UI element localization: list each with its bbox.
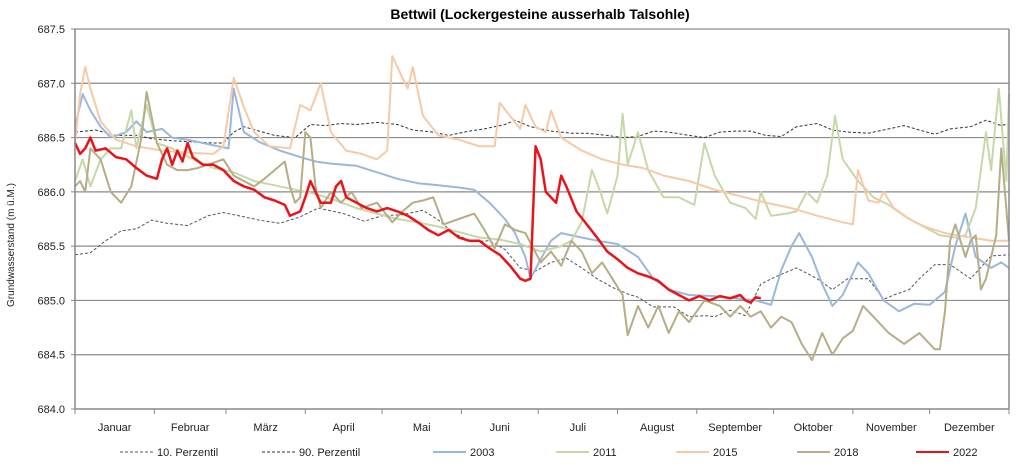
series-line-90-perzentil xyxy=(74,119,1010,144)
grid xyxy=(75,28,1009,356)
series-line-2022 xyxy=(73,136,762,304)
legend-label: 2011 xyxy=(593,447,617,459)
series-line-2003 xyxy=(74,87,1010,313)
y-tick-label: 687.5 xyxy=(37,24,65,36)
legend-label: 10. Perzentil xyxy=(157,447,218,459)
y-tick-label: 684.0 xyxy=(37,404,65,416)
y-tick-label: 684.5 xyxy=(37,350,65,362)
legend-label: 2015 xyxy=(713,447,737,459)
y-tick-label: 687.0 xyxy=(37,78,65,90)
axes xyxy=(74,29,1010,410)
x-ticks: Januar Februar März April Mai Juni Juli August S… xyxy=(74,409,1010,434)
series-line-2015 xyxy=(74,55,1009,242)
x-tick-label: Mai xyxy=(413,422,431,434)
legend-label: 2018 xyxy=(834,447,858,459)
series-line-10-perzentil xyxy=(74,207,1010,318)
x-tick-label: März xyxy=(253,422,277,434)
y-tick-label: 686.0 xyxy=(37,187,65,199)
x-tick-label: Oktober xyxy=(794,422,833,434)
y-axis-label: Grundwasserstand (m ü.M.) xyxy=(6,183,17,307)
chart-title: Bettwil (Lockergesteine ausserhalb Talso… xyxy=(390,6,689,22)
x-tick-label: Januar xyxy=(98,422,132,434)
legend-label: 90. Perzentil xyxy=(299,447,360,459)
legend-label: 2003 xyxy=(470,447,494,459)
y-tick-label: 685.0 xyxy=(37,295,65,307)
legend-label: 2022 xyxy=(953,447,977,459)
legend: 10. Perzentil 90. Perzentil 2003 2011 2015 20… xyxy=(120,447,977,459)
y-tick-label: 686.5 xyxy=(37,133,65,145)
x-tick-label: September xyxy=(708,422,762,434)
y-tick-label: 685.5 xyxy=(37,241,65,253)
series-layer xyxy=(73,55,1010,362)
x-tick-label: Juni xyxy=(490,422,510,434)
series-line-2018 xyxy=(74,91,1010,362)
x-tick-label: April xyxy=(333,422,355,434)
x-tick-label: August xyxy=(640,422,674,434)
x-tick-label: Dezember xyxy=(944,422,995,434)
x-tick-label: Februar xyxy=(171,422,210,434)
y-ticks: 684.0 684.5 685.0 685.5 686.0 686.5 687.0 687.5 xyxy=(37,24,75,416)
x-tick-label: November xyxy=(866,422,917,434)
x-tick-label: Juli xyxy=(570,422,587,434)
